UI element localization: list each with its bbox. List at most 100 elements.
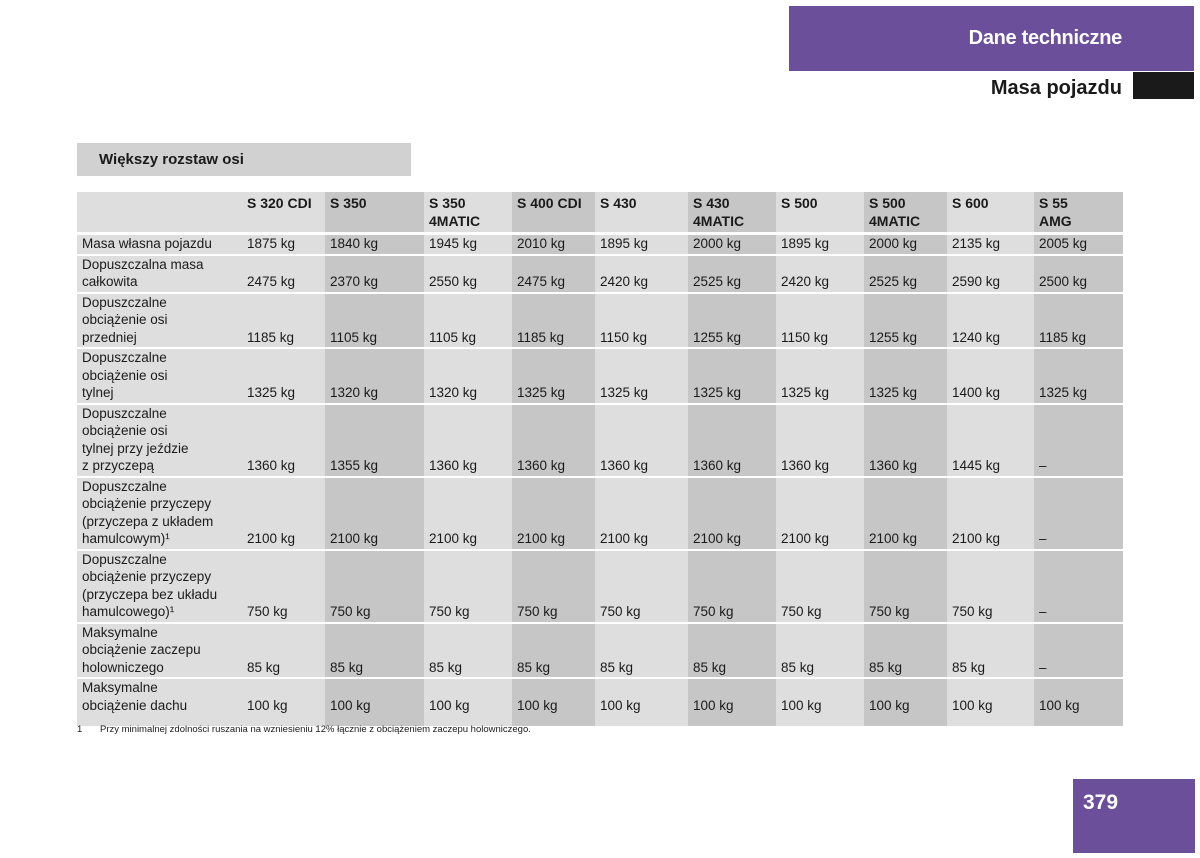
value-cell: 1945 kg xyxy=(424,233,512,255)
value-cell: 85 kg xyxy=(325,622,424,678)
row-label: Masa własna pojazdu xyxy=(77,233,242,255)
value-cell: 1355 kg xyxy=(325,403,424,477)
value-cell: 1150 kg xyxy=(595,292,688,348)
value-cell: 100 kg xyxy=(325,678,424,727)
value-cell: 1325 kg xyxy=(776,348,864,404)
footnote-number: 1 xyxy=(77,724,83,735)
value-cell: 100 kg xyxy=(595,678,688,727)
subsection-marker xyxy=(1133,72,1194,99)
row-label: Dopuszczalne obciążenie przyczepy (przycze… xyxy=(77,476,242,550)
row-label-line: Maksymalne xyxy=(82,624,158,640)
value-cell: 100 kg xyxy=(242,678,325,727)
header-blank-cell xyxy=(77,192,242,235)
value-cell: 2010 kg xyxy=(512,233,595,255)
value-cell: – xyxy=(1034,549,1123,623)
value-cell: 1255 kg xyxy=(688,292,776,348)
value-cell: 1360 kg xyxy=(776,403,864,477)
value-cell: 750 kg xyxy=(776,549,864,623)
row-label-line: Dopuszczalne xyxy=(82,405,167,421)
column-header-line2: 4MATIC xyxy=(869,212,921,229)
value-cell: 2475 kg xyxy=(242,254,325,293)
value-cell: 1185 kg xyxy=(1034,292,1123,348)
value-cell: 1320 kg xyxy=(325,348,424,404)
row-label: Dopuszczalne obciążenie osi przedniej xyxy=(77,292,242,348)
value-cell: 1360 kg xyxy=(242,403,325,477)
value-cell: 2135 kg xyxy=(947,233,1034,255)
section-header: Dane techniczne xyxy=(789,6,1194,71)
column-header: S 400 CDI xyxy=(512,192,595,235)
value-cell: 1325 kg xyxy=(688,348,776,404)
value-cell: 1325 kg xyxy=(864,348,947,404)
value-cell: 1105 kg xyxy=(325,292,424,348)
value-cell: 1325 kg xyxy=(595,348,688,404)
value-cell: 1150 kg xyxy=(776,292,864,348)
row-label-line: Maksymalne xyxy=(82,680,158,695)
value-cell: 100 kg xyxy=(947,678,1034,727)
vehicle-weight-table: S 320 CDI S 350 S 350 4MATIC S 400 CDI S 430 S… xyxy=(77,192,1123,728)
value-cell: 2590 kg xyxy=(947,254,1034,293)
row-label-line: tylnej przy jeździe xyxy=(82,440,189,456)
value-cell: 2420 kg xyxy=(776,254,864,293)
value-cell: 85 kg xyxy=(688,622,776,678)
value-cell: 2550 kg xyxy=(424,254,512,293)
row-label-line: holowniczego xyxy=(82,659,164,675)
value-cell: 2100 kg xyxy=(947,476,1034,550)
row-label-line: Dopuszczalne xyxy=(82,350,167,365)
column-header-line1: S 500 xyxy=(869,195,906,211)
value-cell: 2100 kg xyxy=(864,476,947,550)
footnote-text: Przy minimalnej zdolności ruszania na wz… xyxy=(100,724,531,735)
value-cell: 2100 kg xyxy=(776,476,864,550)
value-cell: 85 kg xyxy=(595,622,688,678)
column-header-line1: S 430 xyxy=(600,195,637,211)
table-header-row: S 320 CDI S 350 S 350 4MATIC S 400 CDI S 430 S… xyxy=(77,192,1123,235)
column-header-line2: 4MATIC xyxy=(429,212,481,229)
value-cell: 2005 kg xyxy=(1034,233,1123,255)
value-cell: 750 kg xyxy=(864,549,947,623)
row-label-line: obciążenie osi xyxy=(82,423,168,438)
value-cell: 1105 kg xyxy=(424,292,512,348)
value-cell: 100 kg xyxy=(776,678,864,727)
value-cell: 1320 kg xyxy=(424,348,512,404)
table-row: Dopuszczalne obciążenie przyczepy (przycze… xyxy=(77,476,1123,550)
row-label-line: Dopuszczalna masa xyxy=(82,256,204,272)
value-cell: 2475 kg xyxy=(512,254,595,293)
column-header: S 500 4MATIC xyxy=(864,192,947,235)
value-cell: 100 kg xyxy=(864,678,947,727)
row-label: Dopuszczalna masa całkowita xyxy=(77,254,242,293)
value-cell: 1360 kg xyxy=(864,403,947,477)
value-cell: 1255 kg xyxy=(864,292,947,348)
value-cell: 2370 kg xyxy=(325,254,424,293)
value-cell: 2525 kg xyxy=(864,254,947,293)
row-label-line: obciążenie osi xyxy=(82,367,168,383)
column-header-line1: S 350 xyxy=(429,195,466,211)
table-row: Dopuszczalne obciążenie przyczepy (przycze… xyxy=(77,549,1123,623)
row-label-line: tylnej xyxy=(82,385,114,400)
value-cell: 2100 kg xyxy=(424,476,512,550)
row-label-line: hamulcowego)¹ xyxy=(82,604,175,619)
column-header: S 320 CDI xyxy=(242,192,325,235)
value-cell: – xyxy=(1034,476,1123,550)
value-cell: 2100 kg xyxy=(512,476,595,550)
value-cell: 100 kg xyxy=(512,678,595,727)
table-section-heading: Większy rozstaw osi xyxy=(77,143,411,176)
column-header: S 430 4MATIC xyxy=(688,192,776,235)
row-label-line: Masa własna pojazdu xyxy=(82,236,212,251)
column-header-line2: AMG xyxy=(1039,212,1072,229)
value-cell: 750 kg xyxy=(325,549,424,623)
value-cell: 750 kg xyxy=(512,549,595,623)
value-cell: 2100 kg xyxy=(688,476,776,550)
value-cell: 100 kg xyxy=(688,678,776,727)
value-cell: 1325 kg xyxy=(242,348,325,404)
value-cell: 1325 kg xyxy=(512,348,595,404)
row-label-line: obciążenie dachu xyxy=(82,697,188,713)
value-cell: 2000 kg xyxy=(688,233,776,255)
table-row: Maksymalne obciążenie dachu 100 kg 100 kg 10… xyxy=(77,678,1123,727)
table-row: Dopuszczalne obciążenie osi tylnej przy je… xyxy=(77,403,1123,477)
row-label-line: obciążenie zaczepu xyxy=(82,642,201,657)
row-label-line: hamulcowym)¹ xyxy=(82,531,170,546)
value-cell: 2000 kg xyxy=(864,233,947,255)
value-cell: 1875 kg xyxy=(242,233,325,255)
row-label: Maksymalne obciążenie zaczepu holowniczego xyxy=(77,622,242,678)
value-cell: 85 kg xyxy=(947,622,1034,678)
value-cell: 2420 kg xyxy=(595,254,688,293)
